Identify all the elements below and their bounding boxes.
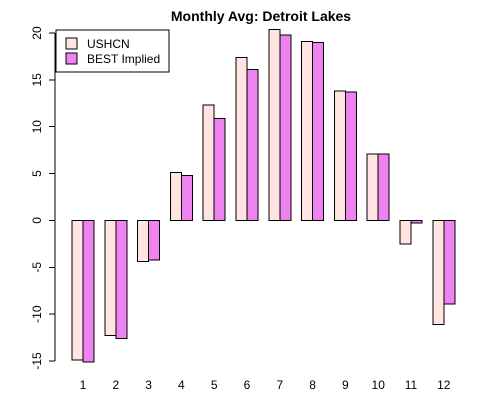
bar-best-implied-2: [115, 219, 128, 340]
legend-label-ushcn: USHCN: [87, 37, 130, 51]
x-tick-label: 6: [244, 378, 251, 392]
bar-best-implied-7: [279, 34, 292, 221]
legend-label-best-implied: BEST Implied: [87, 52, 160, 66]
y-tick-label: -10: [30, 305, 44, 323]
y-tick-label: 20: [30, 26, 44, 40]
bars: [71, 28, 456, 363]
bar-best-implied-10: [377, 153, 390, 221]
x-tick-label: 9: [342, 378, 349, 392]
bar-best-implied-3: [148, 219, 161, 261]
y-tick-label: 5: [30, 170, 44, 177]
bar-best-implied-1: [82, 219, 95, 363]
bar-ushcn-4: [169, 172, 182, 221]
y-tick-label: 10: [30, 120, 44, 134]
bar-ushcn-1: [71, 219, 84, 361]
bar-ushcn-6: [235, 56, 248, 221]
chart-title: Monthly Avg: Detroit Lakes: [171, 8, 351, 24]
bar-ushcn-10: [366, 153, 379, 221]
bar-best-implied-9: [344, 91, 357, 221]
y-axis: -15 -10 -5 0 5 10 15 20: [30, 26, 56, 370]
bar-ushcn-3: [137, 219, 150, 263]
bar-best-implied-4: [180, 174, 193, 221]
y-tick-label: 0: [30, 217, 44, 224]
x-tick-label: 8: [309, 378, 316, 392]
legend-swatch-ushcn: [65, 37, 78, 50]
bar-ushcn-9: [333, 90, 346, 221]
x-tick-label: 5: [211, 378, 218, 392]
bar-best-implied-8: [312, 41, 325, 221]
x-tick-label: 11: [405, 378, 418, 392]
y-tick-label: -5: [30, 262, 44, 273]
x-tick-label: 4: [178, 378, 185, 392]
bar-best-implied-11: [410, 219, 423, 224]
bar-ushcn-11: [399, 219, 412, 245]
x-tick-label: 7: [276, 378, 283, 392]
bar-ushcn-5: [202, 104, 215, 221]
legend-box: [55, 29, 170, 73]
bar-ushcn-8: [301, 40, 314, 221]
x-tick-label: 12: [437, 378, 451, 392]
bar-best-implied-6: [246, 69, 259, 221]
x-tick-label: 2: [112, 378, 119, 392]
x-tick-label: 1: [80, 378, 87, 392]
bar-best-implied-5: [213, 117, 226, 221]
legend-swatch-best-implied: [65, 52, 78, 65]
bar-best-implied-12: [443, 219, 456, 305]
y-tick-label: 15: [30, 73, 44, 87]
x-tick-label: 3: [145, 378, 152, 392]
bar-ushcn-12: [432, 219, 445, 325]
bar-ushcn-2: [104, 219, 117, 337]
x-tick-label: 10: [372, 378, 386, 392]
x-axis: 1 2 3 4 5 6 7 8 9 10 11 12: [80, 378, 451, 392]
bar-ushcn-7: [268, 28, 281, 221]
y-tick-label: -15: [30, 352, 44, 370]
